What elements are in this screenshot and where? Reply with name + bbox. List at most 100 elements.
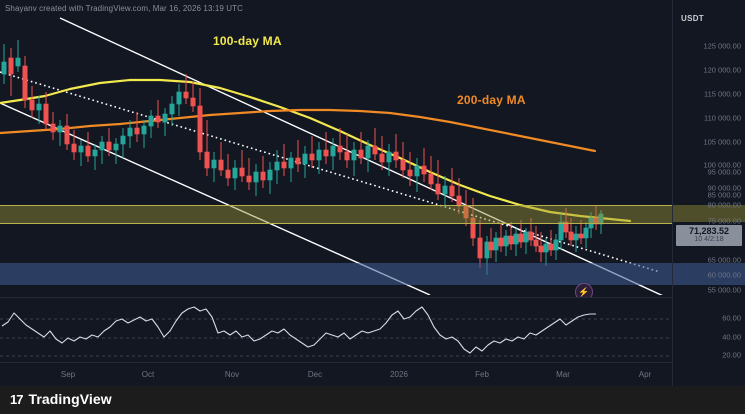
candlestick	[344, 134, 350, 168]
price-tick: 55 000.00	[707, 285, 741, 295]
candlestick	[225, 154, 231, 186]
price-tick: 95 000.00	[707, 167, 741, 177]
candlestick	[553, 234, 559, 260]
candlestick	[508, 222, 514, 250]
candlestick	[477, 220, 483, 268]
ma200-annotation: 200-day MA	[457, 93, 526, 107]
candlestick	[183, 74, 189, 104]
candlestick	[232, 160, 238, 190]
price-tick: 60 000.00	[707, 270, 741, 280]
resistance-zone	[0, 205, 672, 224]
candlestick	[358, 132, 364, 164]
time-tick: Mar	[556, 370, 570, 379]
candlestick	[246, 158, 252, 190]
price-tick: 65 000.00	[707, 255, 741, 265]
candlestick	[386, 144, 392, 176]
candlestick	[43, 92, 49, 130]
price-chart-panel[interactable]: 100-day MA 200-day MA ⚡	[0, 16, 672, 301]
time-tick: Apr	[638, 370, 652, 379]
candlestick	[400, 142, 406, 178]
current-price-value: 71,283.52	[688, 226, 730, 236]
upper-channel	[59, 17, 663, 295]
candlestick	[518, 220, 524, 248]
time-tick: Sep	[60, 370, 76, 379]
candlestick	[583, 222, 589, 248]
footer-bar: 17 TradingView	[0, 386, 745, 414]
price-tick: 105 000.00	[703, 137, 741, 147]
candlestick	[598, 210, 604, 234]
support-zone-axis-extension	[673, 263, 745, 285]
candlestick	[274, 150, 280, 184]
price-axis[interactable]: USDT 71,283.52 10 4/2:18 125 000.00 120 0…	[672, 0, 745, 386]
candlestick	[393, 134, 399, 168]
candlestick	[421, 148, 427, 182]
candlestick	[558, 214, 564, 250]
candlestick	[463, 190, 469, 226]
candlestick	[538, 232, 544, 262]
candlestick	[22, 56, 28, 108]
candlestick	[523, 228, 529, 254]
time-tick: 2026	[390, 370, 408, 379]
candlestick	[330, 138, 336, 170]
candlestick	[29, 86, 35, 118]
candlestick	[503, 230, 509, 256]
candlestick	[162, 108, 168, 136]
candlestick	[190, 82, 196, 112]
candlestick	[176, 84, 182, 116]
candlestick	[155, 100, 161, 128]
rsi-tick: 20.00	[722, 350, 741, 360]
price-series-graphic	[0, 17, 663, 295]
candlestick	[449, 168, 455, 202]
bar-countdown: 10 4/2:18	[694, 236, 724, 243]
candlestick	[428, 156, 434, 190]
ma100-annotation: 100-day MA	[213, 34, 282, 48]
candlestick	[548, 230, 554, 256]
candlestick	[365, 140, 371, 172]
tradingview-logo[interactable]: 17 TradingView	[10, 391, 112, 407]
candlestick	[578, 220, 584, 244]
candlestick	[568, 218, 574, 246]
candlestick	[498, 224, 504, 252]
candlestick	[267, 162, 273, 194]
candlestick	[260, 156, 266, 188]
candlestick	[288, 152, 294, 182]
price-tick: 100 000.00	[703, 160, 741, 170]
candlestick	[99, 136, 105, 164]
rsi-tick: 60.00	[722, 313, 741, 323]
time-axis[interactable]: Sep Oct Nov Dec 2026 Feb Mar Apr	[0, 362, 672, 387]
candlestick	[442, 176, 448, 208]
candlestick	[127, 120, 133, 148]
candlestick	[543, 238, 549, 266]
candlestick	[239, 150, 245, 182]
currency-badge: USDT	[681, 14, 704, 23]
100-day-ma-line	[0, 78, 632, 223]
candlestick	[533, 226, 539, 252]
tradingview-logo-mark: 17	[10, 391, 24, 407]
time-tick: Nov	[224, 370, 240, 379]
current-price-tag[interactable]: 71,283.52 10 4/2:18	[676, 225, 742, 246]
candlestick	[513, 228, 519, 256]
candlestick	[106, 128, 112, 156]
candlestick	[85, 132, 91, 162]
candlestick	[488, 228, 494, 258]
price-tick: 115 000.00	[704, 89, 741, 99]
price-tick: 75 000.00	[707, 216, 741, 226]
candlestick	[295, 140, 301, 172]
candlestick	[36, 96, 42, 124]
candlestick	[302, 146, 308, 178]
rsi-indicator-panel[interactable]	[0, 297, 672, 363]
candlestick	[493, 232, 499, 262]
price-tick: 85 000.00	[707, 190, 741, 200]
candlestick	[528, 218, 534, 246]
price-tick: 120 000.00	[703, 65, 741, 75]
rsi-series-graphic	[0, 306, 672, 357]
candlestick	[281, 144, 287, 176]
200-day-ma-line	[0, 108, 597, 153]
candlestick	[113, 138, 119, 164]
support-zone	[0, 263, 672, 285]
candlestick	[169, 96, 175, 126]
candlestick	[64, 114, 70, 150]
candlestick	[573, 226, 579, 252]
candlestick	[211, 152, 217, 182]
